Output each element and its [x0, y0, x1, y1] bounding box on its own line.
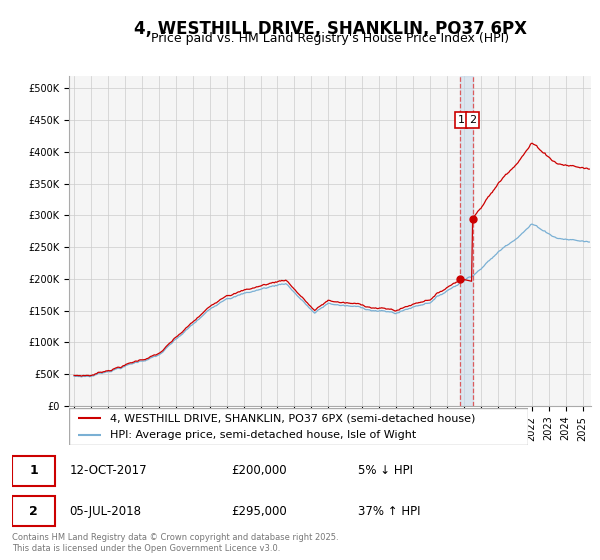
Text: HPI: Average price, semi-detached house, Isle of Wight: HPI: Average price, semi-detached house,… [110, 430, 416, 440]
Text: Price paid vs. HM Land Registry's House Price Index (HPI): Price paid vs. HM Land Registry's House … [151, 32, 509, 45]
FancyBboxPatch shape [69, 408, 528, 445]
Text: 5% ↓ HPI: 5% ↓ HPI [358, 464, 413, 477]
FancyBboxPatch shape [12, 496, 55, 526]
Text: Contains HM Land Registry data © Crown copyright and database right 2025.
This d: Contains HM Land Registry data © Crown c… [12, 533, 338, 553]
Bar [460, 76, 473, 406]
Text: 4, WESTHILL DRIVE, SHANKLIN, PO37 6PX: 4, WESTHILL DRIVE, SHANKLIN, PO37 6PX [133, 20, 527, 38]
Text: £295,000: £295,000 [231, 505, 287, 518]
Text: 4, WESTHILL DRIVE, SHANKLIN, PO37 6PX (semi-detached house): 4, WESTHILL DRIVE, SHANKLIN, PO37 6PX (s… [110, 413, 476, 423]
Text: 1: 1 [29, 464, 38, 477]
Text: £200,000: £200,000 [231, 464, 287, 477]
FancyBboxPatch shape [12, 456, 55, 486]
Text: 12-OCT-2017: 12-OCT-2017 [70, 464, 147, 477]
Text: 2: 2 [469, 115, 476, 125]
Text: 05-JUL-2018: 05-JUL-2018 [70, 505, 142, 518]
Text: 1: 1 [458, 115, 464, 125]
Text: 2: 2 [29, 505, 38, 518]
Text: 37% ↑ HPI: 37% ↑ HPI [358, 505, 420, 518]
